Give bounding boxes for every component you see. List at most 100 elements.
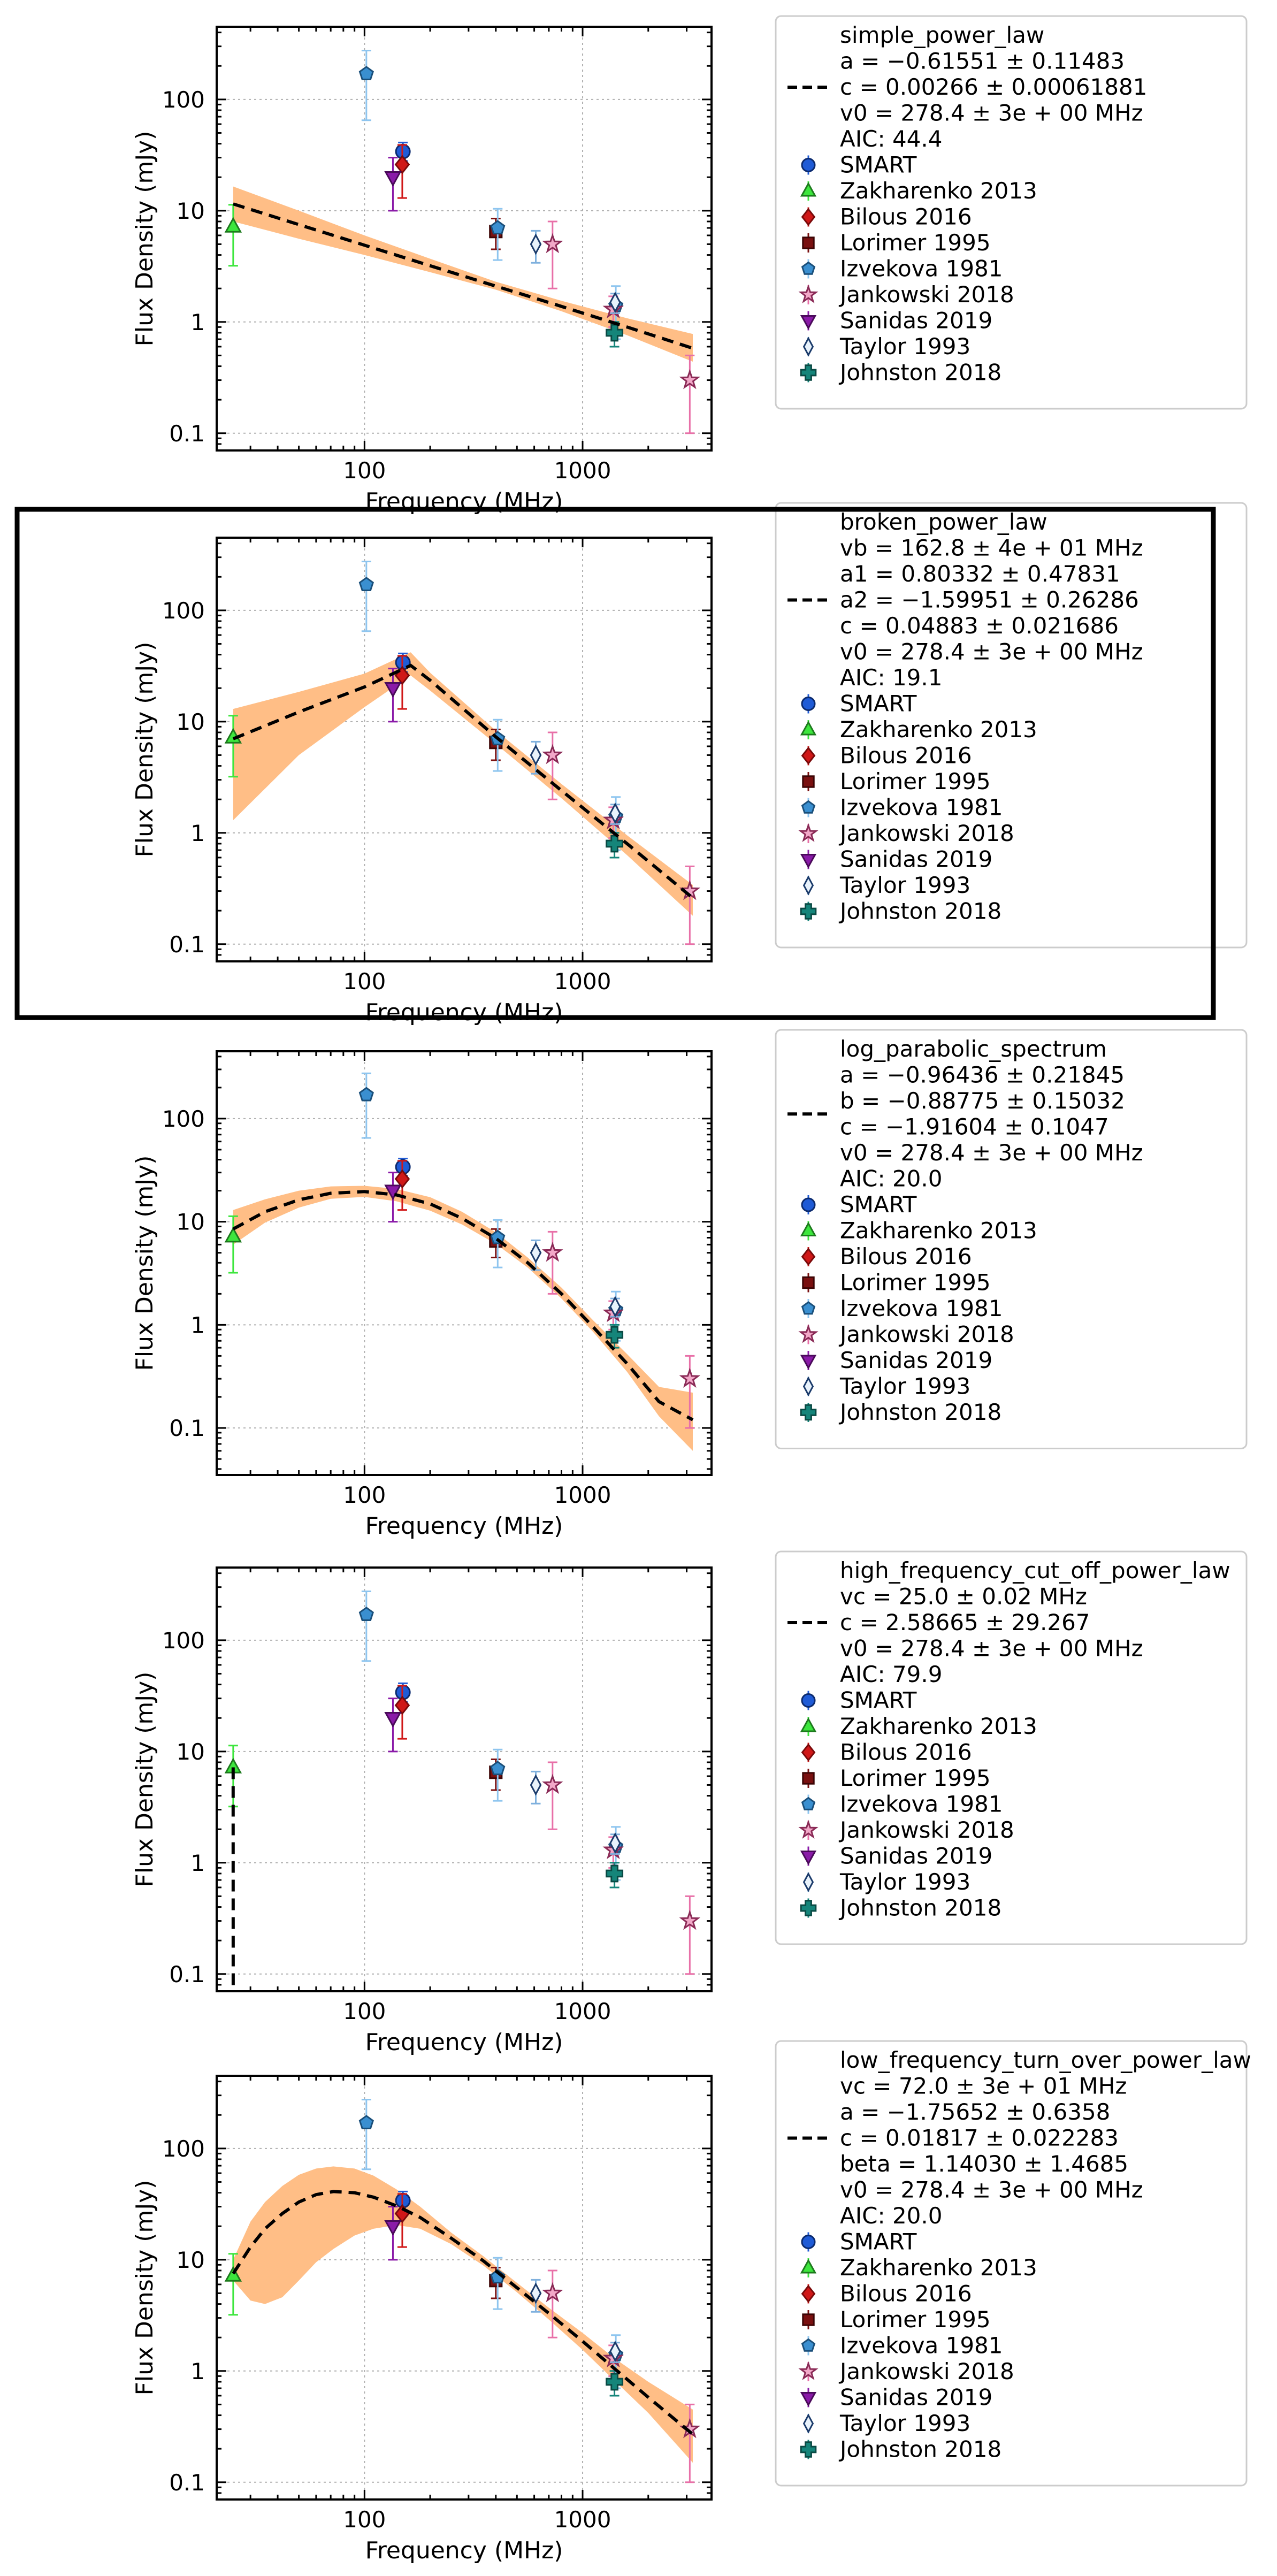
legend-fit-parameter: v0 = 278.4 ± 3e + 00 MHz [840, 100, 1143, 126]
legend-dataset-label: SMART [840, 152, 917, 178]
legend-dataset-label: Zakharenko 2013 [840, 716, 1037, 743]
data-point-marker [609, 802, 621, 824]
point-izvekova-1981 [490, 208, 506, 261]
data-point-marker [542, 233, 563, 254]
legend-dataset-label: Lorimer 1995 [840, 2306, 991, 2333]
y-tick-label: 100 [162, 87, 205, 113]
legend-dataset-label: Izvekova 1981 [840, 794, 1003, 821]
data-point-marker [609, 292, 621, 314]
legend-model-name: log_parabolic_spectrum [840, 1036, 1107, 1062]
point-jankowski-2018 [542, 1761, 563, 1830]
legend-fit-parameter: c = 0.01817 ± 0.022283 [840, 2125, 1119, 2151]
legend-dataset-label: Bilous 2016 [840, 743, 972, 769]
legend-dataset-label: Lorimer 1995 [840, 1765, 991, 1791]
axes-frame [216, 1566, 713, 1992]
point-johnston-2018 [606, 2370, 624, 2397]
data-point-marker [542, 2282, 563, 2303]
axes-frame [216, 26, 713, 452]
x-tick-label: 100 [343, 1998, 386, 2024]
point-izvekova-1981 [358, 49, 374, 121]
legend-marker [800, 315, 817, 330]
panel-high_frequency_cut_off_power_law: 100 1000 0.1 1 10 100 Frequency (MHz) Flux Dens… [131, 1566, 713, 2056]
legend-dataset-label: Taylor 1993 [839, 1373, 970, 1400]
legend-dataset-label: Johnston 2018 [838, 360, 1001, 386]
legend-dataset-label: Bilous 2016 [840, 1739, 972, 1765]
data-point-marker [606, 2373, 624, 2391]
legend-dataset-label: Lorimer 1995 [840, 768, 991, 794]
y-tick-label: 10 [177, 709, 205, 735]
legend-marker [798, 1820, 819, 1839]
point-izvekova-1981 [358, 1072, 374, 1139]
point-zakharenko-2013 [224, 2253, 242, 2316]
legend-dataset-label: Johnston 2018 [838, 1399, 1001, 1425]
point-jankowski-2018 [679, 1355, 701, 1429]
y-axis-label: Flux Density (mJy) [131, 642, 158, 858]
point-taylor-1993 [609, 1832, 621, 1855]
data-point-marker [679, 1909, 701, 1930]
data-point-marker [609, 1296, 621, 1318]
data-point-marker [606, 324, 624, 342]
legend-marker [801, 1197, 816, 1212]
point-sanidas-2019 [384, 668, 402, 723]
data-point-marker [530, 2282, 542, 2304]
legend-dataset-label: Zakharenko 2013 [840, 1218, 1037, 1244]
point-bilous-2016 [394, 1685, 410, 1740]
y-tick-label: 10 [177, 1209, 205, 1235]
legend-dataset-label: Lorimer 1995 [840, 230, 991, 256]
legend-dataset-label: Bilous 2016 [840, 204, 972, 230]
legend-marker [801, 2235, 816, 2249]
legend-fit-parameter: a = −0.61551 ± 0.11483 [840, 48, 1125, 74]
legend-fit-parameter: beta = 1.14030 ± 1.4685 [840, 2151, 1128, 2177]
data-point-marker [358, 1607, 374, 1621]
data-point-marker [542, 744, 563, 765]
point-jankowski-2018 [679, 1895, 701, 1975]
plot-area [224, 560, 701, 945]
legend-fit-parameter: vc = 25.0 ± 0.02 MHz [840, 1584, 1087, 1610]
ticks [217, 1051, 712, 1475]
legend-marker [801, 2338, 816, 2352]
legend-dataset-label: Sanidas 2019 [840, 2384, 992, 2411]
legend-marker [801, 697, 816, 711]
legend-marker [801, 2284, 816, 2303]
legend-dataset-label: SMART [840, 2229, 917, 2255]
legend-marker [800, 903, 817, 920]
axes-frame [216, 2075, 713, 2501]
point-taylor-1993 [609, 802, 621, 825]
legend-frame [775, 2040, 1248, 2487]
legend-marker [802, 2413, 814, 2434]
point-zakharenko-2013 [224, 1215, 242, 1274]
panel-broken_power_law: 100 1000 0.1 1 10 100 Frequency (MHz) Flux Dens… [131, 537, 713, 1026]
legend-fit-parameter: AIC: 44.4 [840, 126, 942, 152]
data-point-marker [358, 577, 374, 591]
legend-marker [801, 1693, 816, 1708]
x-tick-label: 1000 [554, 1998, 611, 2024]
grid [217, 1568, 712, 1991]
legend-marker [801, 800, 816, 814]
data-point-marker [530, 1774, 542, 1796]
ticks [217, 1568, 712, 1992]
legend-model-name: broken_power_law [840, 509, 1047, 535]
legend-dataset-label: SMART [840, 1687, 917, 1714]
point-bilous-2016 [394, 1160, 410, 1211]
legend-marker [802, 1772, 815, 1785]
data-point-marker [679, 369, 701, 389]
y-tick-label: 0.1 [169, 1961, 205, 1988]
grid [217, 27, 712, 450]
point-taylor-1993 [609, 292, 621, 314]
legend-dataset-label: Bilous 2016 [840, 2281, 972, 2307]
legend-marker [802, 1376, 814, 1397]
data-point-marker [490, 1761, 506, 1776]
point-izvekova-1981 [358, 1590, 374, 1662]
legend-marker [798, 2361, 819, 2380]
legend-fit-parameter: c = −1.91604 ± 0.1047 [840, 1114, 1109, 1140]
fit-uncertainty-band [233, 186, 693, 362]
legend-fit-parameter: AIC: 19.1 [840, 664, 942, 691]
legend-fit-parameter: c = 0.00266 ± 0.00061881 [840, 74, 1147, 100]
data-point-marker [358, 1087, 374, 1102]
legend-fit-parameter: v0 = 278.4 ± 3e + 00 MHz [840, 2177, 1143, 2203]
data-point-marker [384, 2220, 402, 2236]
